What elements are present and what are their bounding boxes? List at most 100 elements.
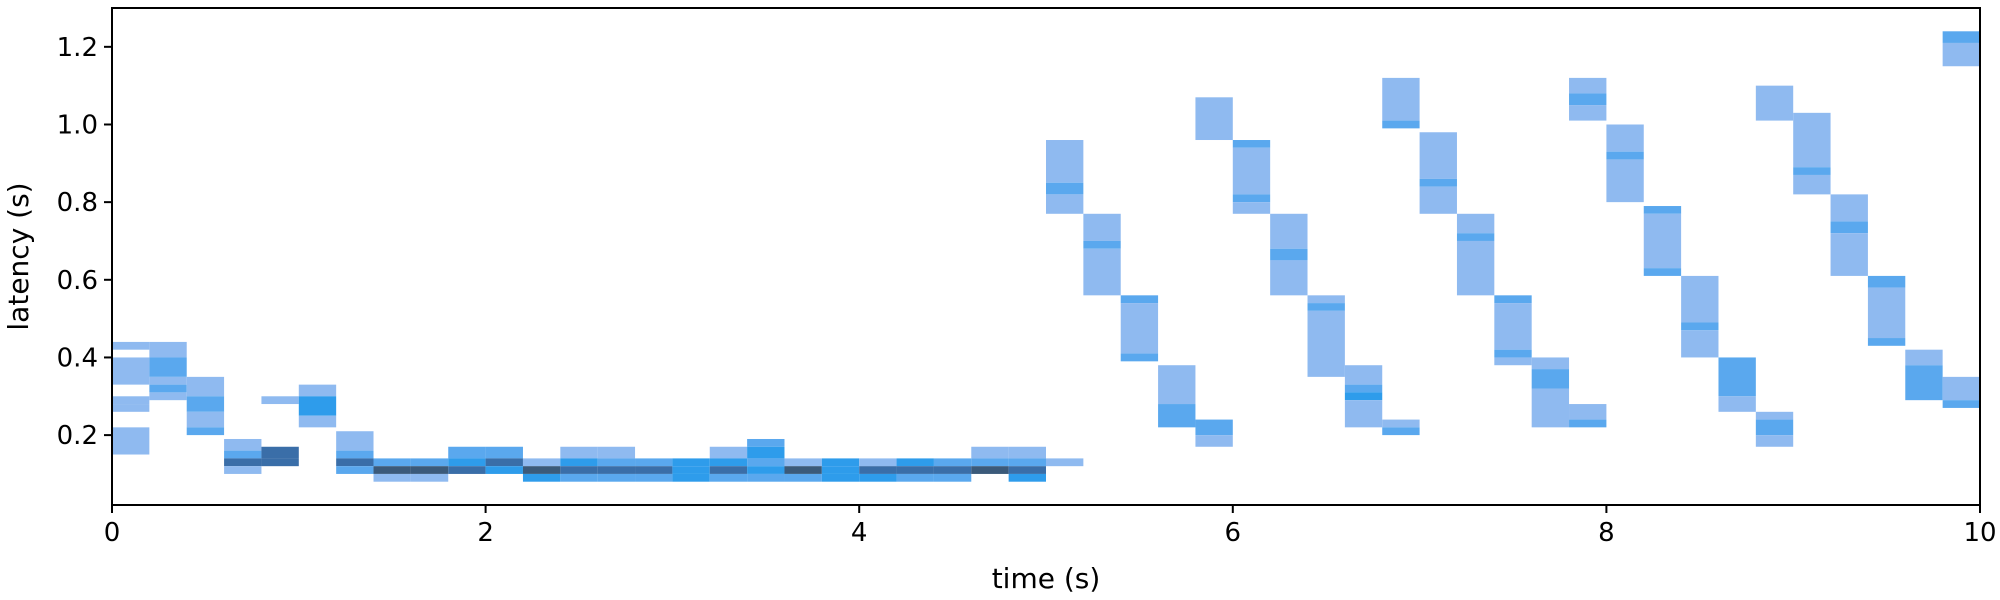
heatmap-cell [1344, 392, 1383, 401]
heatmap-cell [1419, 186, 1457, 214]
heatmap-cell [1531, 357, 1570, 370]
heatmap-cell [560, 458, 598, 467]
heatmap-cell [336, 450, 374, 459]
heatmap-cell [149, 392, 187, 401]
heatmap-cell [1569, 404, 1607, 420]
heatmap-cell [821, 466, 860, 474]
heatmap-cell [747, 473, 785, 482]
heatmap-cell [1755, 419, 1794, 436]
heatmap-cell [1307, 303, 1345, 311]
heatmap-cell [1307, 310, 1345, 377]
heatmap-cell [1382, 419, 1420, 428]
heatmap-cell [298, 384, 337, 397]
plot-frame [111, 7, 1981, 506]
heatmap-cell [522, 458, 561, 467]
x-tick-label: 0 [104, 518, 121, 548]
heatmap-cell [1120, 353, 1159, 362]
y-tick-label: 0.4 [57, 343, 98, 373]
heatmap-cell [1008, 466, 1046, 474]
axis-ticks: 0 2 4 6 8 10 0.2 0.4 0.6 0.8 1.0 1.2 [57, 33, 1997, 548]
heatmap-cell [373, 466, 411, 474]
heatmap-cell [784, 466, 822, 474]
heatmap-cell [298, 396, 337, 416]
heatmap-cell [1232, 194, 1271, 203]
heatmap-cell [672, 458, 710, 467]
heatmap-cell [635, 473, 673, 482]
heatmap-cell [186, 411, 225, 428]
heatmap-cell [1195, 97, 1233, 141]
heatmap-cell [896, 473, 934, 482]
heatmap-cell [1718, 396, 1756, 412]
heatmap-cell [1793, 112, 1831, 168]
heatmap-cell [112, 396, 150, 405]
heatmap-cell [186, 376, 225, 397]
heatmap-cell [747, 458, 785, 467]
heatmap-cell [373, 458, 411, 467]
heatmap-cell [597, 446, 636, 459]
heatmap-cell [149, 341, 187, 358]
heatmap-cell [1232, 147, 1271, 195]
heatmap-cell [896, 466, 934, 474]
heatmap-cell [522, 473, 561, 482]
heatmap-cell [522, 466, 561, 474]
heatmap-cell [1718, 357, 1756, 397]
heatmap-cell [1494, 349, 1532, 358]
heatmap-cell [859, 458, 897, 467]
heatmap-cell [1046, 458, 1084, 467]
heatmap-cell [1531, 369, 1570, 389]
heatmap-cell [224, 466, 262, 474]
heatmap-cell [410, 458, 449, 467]
heatmap-cell [112, 341, 150, 350]
heatmap-cell [709, 466, 748, 474]
heatmap-cell [1456, 213, 1495, 234]
heatmap-cell [1158, 404, 1196, 428]
heatmap-cell [1643, 213, 1682, 269]
heatmap-cell [1531, 388, 1570, 428]
heatmap-cell [1867, 338, 1906, 346]
heatmap-cell [1046, 182, 1084, 195]
heatmap-cell [635, 466, 673, 474]
heatmap-cell [186, 396, 225, 412]
heatmap-cell [672, 473, 710, 482]
heatmap-cell [149, 376, 187, 385]
x-tick-label: 10 [1963, 518, 1996, 548]
y-tick-label: 1.2 [57, 33, 98, 63]
heatmap-cell [1942, 400, 1980, 408]
heatmap-cell [1344, 400, 1383, 428]
heatmap-cell [1344, 365, 1383, 385]
heatmap-cell [709, 446, 748, 459]
heatmap-cell [1008, 458, 1046, 467]
heatmap-cell [1681, 322, 1719, 331]
y-tick-label: 0.6 [57, 266, 98, 296]
heatmap-cell [1232, 202, 1271, 214]
x-tick-label: 8 [1598, 518, 1615, 548]
heatmap-cell [1942, 31, 1980, 43]
heatmap-cell [1232, 140, 1271, 148]
heatmap-cell [1494, 303, 1532, 350]
heatmap-cell [298, 415, 337, 428]
heatmap-cell [448, 466, 486, 474]
heatmap-cell [1643, 268, 1682, 276]
heatmap-cell [933, 466, 972, 474]
heatmap-cell [971, 446, 1009, 459]
heatmap-cell [1793, 167, 1831, 175]
heatmap-cell [560, 466, 598, 474]
heatmap-cell [224, 450, 262, 459]
heatmap-cell [186, 427, 225, 436]
heatmap-cell [373, 473, 411, 482]
heatmap-cell [709, 473, 748, 482]
heatmap-cell [635, 458, 673, 467]
heatmap-cell [336, 466, 374, 474]
heatmap-cell [1195, 419, 1233, 436]
heatmap-cell [1456, 240, 1495, 296]
heatmap-cell [261, 396, 299, 405]
y-axis-label: latency (s) [2, 182, 35, 330]
heatmap-cell [1606, 151, 1644, 160]
heatmap-cell [933, 458, 972, 467]
heatmap-cell [933, 473, 972, 482]
heatmap-cell [859, 466, 897, 474]
heatmap-cell [1867, 287, 1906, 339]
heatmap-cell [971, 458, 1009, 467]
heatmap-cell [1270, 260, 1308, 296]
heatmap-cell [485, 466, 523, 474]
